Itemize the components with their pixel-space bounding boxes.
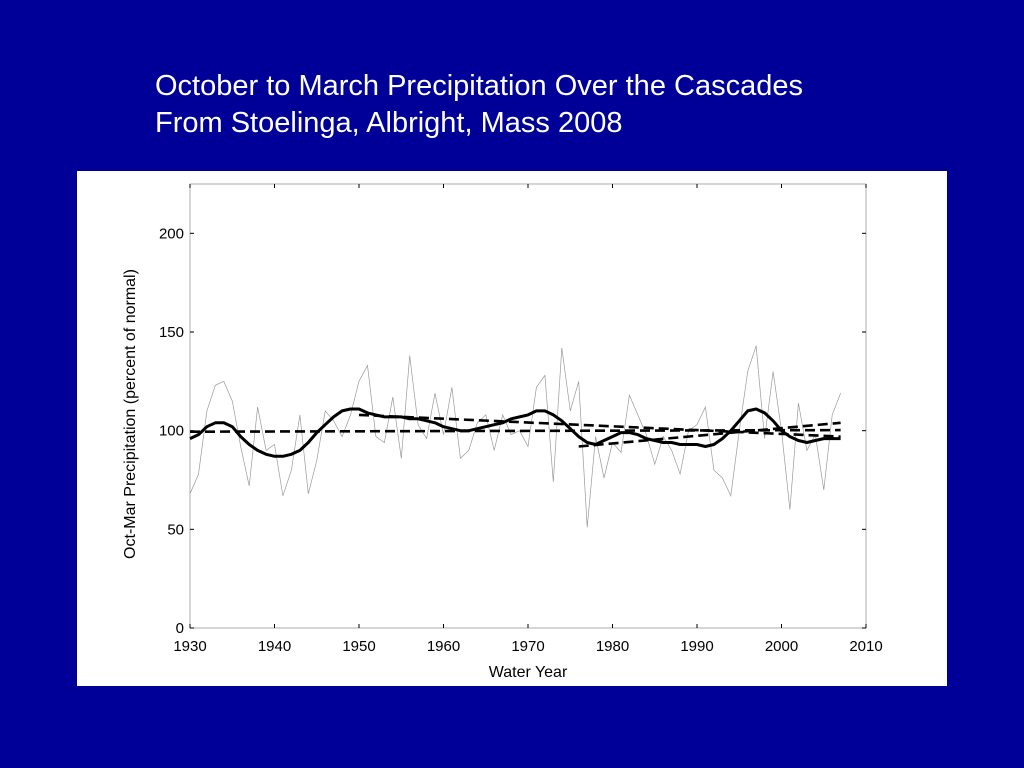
plot-frame [189, 183, 867, 629]
y-tick-label: 100 [159, 423, 184, 440]
x-tick-label: 1960 [427, 638, 460, 655]
series-line-thin-gray-0 [189, 345, 841, 528]
title-line-2: From Stoelinga, Albright, Mass 2008 [155, 107, 623, 139]
y-tick-label: 150 [159, 324, 184, 341]
series-line-dashed-4 [578, 421, 841, 448]
series-line-dashed-3 [358, 413, 841, 438]
x-tick-label: 1940 [258, 638, 291, 655]
y-axis-label: Oct-Mar Precipitation (percent of normal… [122, 269, 139, 559]
x-tick-label: 1980 [596, 638, 629, 655]
slide-title: October to March Precipitation Over the … [155, 68, 803, 142]
x-axis-label: Water Year [489, 664, 568, 681]
x-tick-label: 1970 [511, 638, 544, 655]
chart-panel: 1930 1940 1950 1960 1970 1980 1990 2000 2010 0 50 1… [77, 171, 947, 686]
x-tick-label: 1950 [342, 638, 375, 655]
x-tick-label: 1990 [680, 638, 713, 655]
y-tick-label: 50 [167, 521, 184, 538]
series-line-thick-solid-1 [189, 407, 841, 458]
precipitation-chart: 1930 1940 1950 1960 1970 1980 1990 2000 2010 0 50 1… [122, 183, 883, 681]
y-tick-label: 200 [159, 225, 184, 242]
x-tick-label: 2010 [849, 638, 882, 655]
y-tick-label: 0 [176, 620, 184, 637]
x-tick-label: 2000 [765, 638, 798, 655]
title-line-1: October to March Precipitation Over the … [155, 70, 803, 102]
series-line-dashed-2 [189, 428, 841, 434]
x-tick-label: 1930 [173, 638, 206, 655]
